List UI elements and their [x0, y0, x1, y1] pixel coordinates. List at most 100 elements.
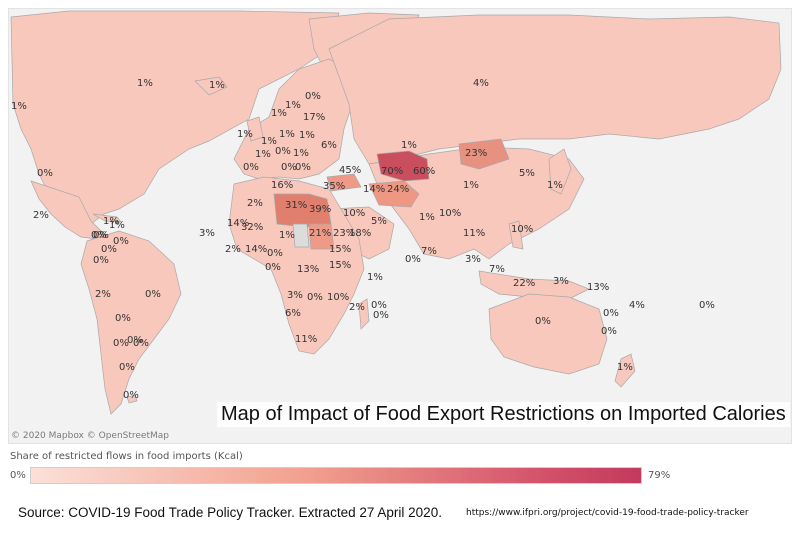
- value-label-central-europe[interactable]: 0%: [275, 146, 291, 157]
- value-label-congo[interactable]: 3%: [287, 290, 303, 301]
- value-label-italy[interactable]: 0%: [281, 162, 297, 173]
- value-label-usa[interactable]: 0%: [37, 168, 53, 179]
- value-label-iran[interactable]: 14%: [363, 184, 386, 195]
- value-label-nigeria[interactable]: 1%: [279, 230, 295, 241]
- value-label-kenya[interactable]: 15%: [329, 260, 352, 271]
- value-label-bolivia[interactable]: 0%: [115, 313, 131, 324]
- value-label-falklands[interactable]: 0%: [123, 390, 139, 401]
- value-label-colombia[interactable]: 0%: [101, 244, 117, 255]
- value-label-mauritius[interactable]: 0%: [373, 310, 389, 321]
- value-label-ethiopia[interactable]: 15%: [329, 244, 352, 255]
- value-label-gabon[interactable]: 0%: [265, 262, 281, 273]
- value-label-kazakhstan[interactable]: 1%: [401, 140, 417, 151]
- value-label-tanzania[interactable]: 0%: [307, 292, 323, 303]
- value-label-caribbean[interactable]: 1%: [109, 220, 125, 231]
- value-label-kyrgyzstan[interactable]: 60%: [413, 166, 436, 177]
- value-label-norway[interactable]: 1%: [271, 108, 287, 119]
- world-map[interactable]: 1% 1% 1% 4% 0% 2% 1% 0% 1% 0% 0% 0% 0% 2% 0% 0% 0% 0% 0% 0%…: [8, 8, 792, 444]
- value-label-libya[interactable]: 31%: [285, 200, 308, 211]
- value-label-drc[interactable]: 10%: [327, 292, 350, 303]
- value-label-alaska[interactable]: 1%: [11, 101, 27, 112]
- value-label-cuba[interactable]: 1%: [103, 216, 119, 227]
- value-label-korea[interactable]: 5%: [519, 168, 535, 179]
- value-label-spain[interactable]: 0%: [243, 162, 259, 173]
- value-label-china[interactable]: 1%: [463, 180, 479, 191]
- value-label-mexico[interactable]: 2%: [33, 210, 49, 221]
- value-label-guinea[interactable]: 2%: [225, 244, 241, 255]
- value-label-germany[interactable]: 1%: [261, 136, 277, 147]
- value-label-honduras[interactable]: 0%: [93, 230, 109, 241]
- value-label-morocco[interactable]: 2%: [247, 198, 263, 209]
- value-label-greece[interactable]: 0%: [295, 162, 311, 173]
- map-attribution[interactable]: © 2020 Mapbox © OpenStreetMap: [11, 431, 169, 441]
- value-label-peru[interactable]: 2%: [95, 289, 111, 300]
- value-label-madagascar[interactable]: 2%: [349, 302, 365, 313]
- value-label-australia[interactable]: 0%: [535, 316, 551, 327]
- value-label-uzbekistan[interactable]: 70%: [381, 166, 404, 177]
- value-label-vanuatu[interactable]: 0%: [603, 308, 619, 319]
- value-label-turkey[interactable]: 35%: [323, 181, 346, 192]
- value-label-yemen[interactable]: 18%: [349, 228, 372, 239]
- value-label-brazil[interactable]: 0%: [145, 289, 161, 300]
- value-label-malaysia[interactable]: 7%: [489, 264, 505, 275]
- value-label-saudi-arabia[interactable]: 5%: [371, 216, 387, 227]
- value-label-thailand[interactable]: 3%: [465, 254, 481, 265]
- value-label-baltics[interactable]: 17%: [303, 112, 326, 123]
- value-label-indonesia[interactable]: 22%: [513, 278, 536, 289]
- value-label-canada[interactable]: 1%: [137, 78, 153, 89]
- value-label-central-america[interactable]: 0%: [91, 230, 107, 241]
- value-label-sweden[interactable]: 1%: [285, 100, 301, 111]
- value-label-solomon-islands[interactable]: 13%: [587, 282, 610, 293]
- value-label-poland[interactable]: 1%: [279, 129, 295, 140]
- legend-color-scale: [30, 467, 642, 484]
- sudan-no-data: [292, 223, 310, 248]
- source-url[interactable]: https://www.ifpri.org/project/covid-19-f…: [466, 508, 749, 518]
- value-label-egypt[interactable]: 39%: [309, 204, 332, 215]
- value-label-chile[interactable]: 0%: [113, 338, 129, 349]
- value-label-cape-verde[interactable]: 3%: [199, 228, 215, 239]
- value-label-sudan[interactable]: 23%: [333, 228, 356, 239]
- value-label-seychelles[interactable]: 1%: [367, 272, 383, 283]
- value-label-paraguay[interactable]: 0%: [127, 335, 143, 346]
- central-asia-highlight: [376, 150, 430, 182]
- value-label-south-africa[interactable]: 11%: [295, 334, 318, 345]
- value-label-georgia[interactable]: 45%: [339, 165, 362, 176]
- value-label-car[interactable]: 13%: [297, 264, 320, 275]
- value-label-france[interactable]: 1%: [255, 149, 271, 160]
- chad-highlight: [308, 223, 335, 250]
- value-label-philippines[interactable]: 10%: [511, 224, 534, 235]
- value-label-sri-lanka[interactable]: 7%: [421, 246, 437, 257]
- value-label-russia[interactable]: 4%: [473, 78, 489, 89]
- value-label-algeria[interactable]: 16%: [271, 180, 294, 191]
- value-label-mauritania[interactable]: 14%: [227, 218, 250, 229]
- value-label-maldives[interactable]: 0%: [405, 254, 421, 265]
- value-label-venezuela[interactable]: 0%: [113, 236, 129, 247]
- value-label-iraq[interactable]: 10%: [343, 208, 366, 219]
- value-label-india[interactable]: 1%: [419, 212, 435, 223]
- value-label-chad[interactable]: 21%: [309, 228, 332, 239]
- value-label-new-caledonia[interactable]: 0%: [601, 326, 617, 337]
- value-label-ivory-coast[interactable]: 14%: [245, 244, 268, 255]
- value-label-ecuador[interactable]: 0%: [93, 255, 109, 266]
- value-label-japan[interactable]: 1%: [547, 180, 563, 191]
- value-label-papua-new-guinea[interactable]: 3%: [553, 276, 569, 287]
- value-label-zimbabwe[interactable]: 0%: [371, 300, 387, 311]
- value-label-afghanistan[interactable]: 24%: [387, 184, 410, 195]
- value-label-finland[interactable]: 0%: [305, 91, 321, 102]
- value-label-nepal[interactable]: 10%: [439, 208, 462, 219]
- value-label-senegal[interactable]: 32%: [241, 222, 264, 233]
- value-label-new-zealand[interactable]: 1%: [617, 362, 633, 373]
- value-label-uk[interactable]: 1%: [237, 129, 253, 140]
- value-label-balkans[interactable]: 1%: [293, 148, 309, 159]
- value-label-belarus[interactable]: 1%: [299, 130, 315, 141]
- value-label-mongolia[interactable]: 23%: [465, 148, 488, 159]
- value-label-ukraine[interactable]: 6%: [321, 140, 337, 151]
- value-label-angola[interactable]: 6%: [285, 308, 301, 319]
- value-label-uruguay[interactable]: 0%: [133, 338, 149, 349]
- value-label-myanmar[interactable]: 11%: [463, 228, 486, 239]
- value-label-fiji[interactable]: 4%: [629, 300, 645, 311]
- value-label-iceland[interactable]: 1%: [209, 80, 225, 91]
- value-label-samoa[interactable]: 0%: [699, 300, 715, 311]
- value-label-ghana[interactable]: 0%: [267, 248, 283, 259]
- value-label-argentina[interactable]: 0%: [119, 362, 135, 373]
